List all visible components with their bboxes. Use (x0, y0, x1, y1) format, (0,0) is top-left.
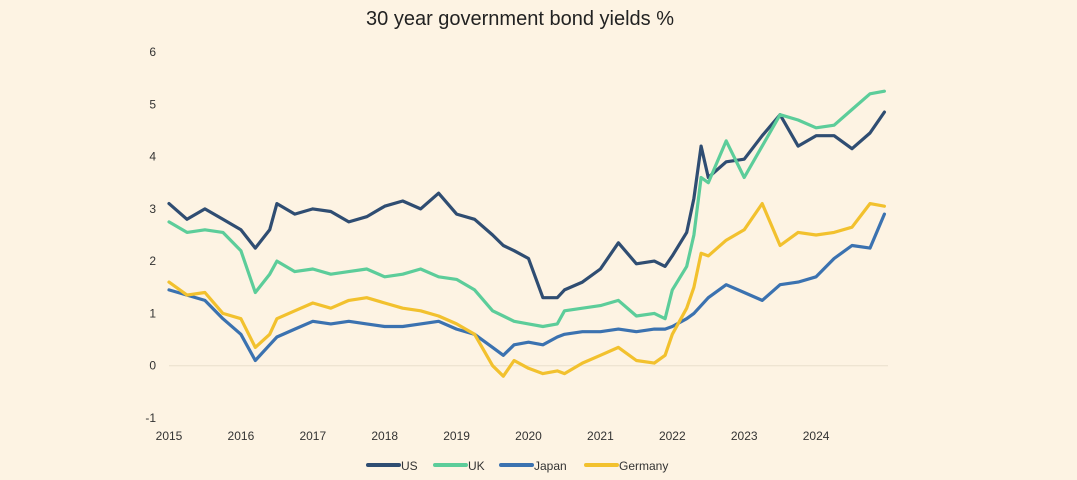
y-axis: 6 5 4 3 2 1 0 -1 (145, 45, 156, 425)
x-axis: 2015 2016 2017 2018 2019 2020 2021 2022 2023 2024 (156, 429, 830, 443)
series-line-japan (167, 212, 887, 363)
legend-label: Japan (534, 459, 567, 473)
legend-label: Germany (619, 459, 668, 473)
y-tick-label: 6 (149, 45, 156, 59)
legend-item-germany: Germany (584, 459, 668, 473)
y-tick-label: 4 (149, 150, 156, 164)
x-tick-label: 2017 (299, 429, 326, 443)
y-tick-label: 2 (149, 254, 156, 268)
y-tick-label: 0 (149, 359, 156, 373)
series-line-germany (167, 202, 887, 378)
legend: US UK Japan Germany (366, 459, 668, 473)
chart-title: 30 year government bond yields % (366, 8, 674, 30)
legend-label: UK (468, 459, 485, 473)
x-tick-label: 2016 (228, 429, 255, 443)
y-tick-label: -1 (145, 411, 156, 425)
x-tick-label: 2022 (659, 429, 686, 443)
legend-item-us: US (366, 459, 418, 473)
x-tick-label: 2021 (587, 429, 614, 443)
legend-label: US (401, 459, 418, 473)
x-tick-label: 2024 (803, 429, 830, 443)
series-line-uk (167, 89, 887, 329)
y-tick-label: 5 (149, 97, 156, 111)
x-tick-label: 2015 (156, 429, 183, 443)
y-tick-label: 3 (149, 202, 156, 216)
x-tick-label: 2019 (443, 429, 470, 443)
legend-item-uk: UK (433, 459, 485, 473)
x-tick-label: 2020 (515, 429, 542, 443)
series-line-us (167, 110, 887, 300)
y-tick-label: 1 (149, 306, 156, 320)
plot-area (167, 89, 888, 378)
x-tick-label: 2018 (371, 429, 398, 443)
legend-item-japan: Japan (499, 459, 567, 473)
x-tick-label: 2023 (731, 429, 758, 443)
